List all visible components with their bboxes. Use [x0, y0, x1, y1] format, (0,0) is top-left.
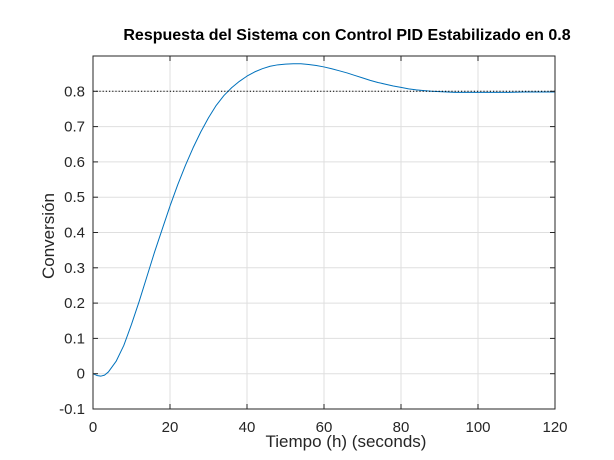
y-tick-label: 0.6 — [64, 154, 85, 171]
y-tick-label: -0.1 — [59, 401, 85, 418]
tick-marks — [92, 56, 556, 410]
y-tick-labels: -0.1 0 0.1 0.2 0.3 0.4 0.5 0.6 0.7 0.8 — [59, 83, 85, 418]
x-tick-label: 20 — [162, 419, 179, 436]
y-axis-label: Conversión — [39, 193, 58, 279]
x-tick-label: 60 — [316, 419, 333, 436]
y-tick-label: 0.5 — [64, 189, 85, 206]
x-tick-label: 100 — [465, 419, 490, 436]
y-tick-label: 0 — [77, 366, 85, 383]
y-tick-label: 0.2 — [64, 295, 85, 312]
y-tick-label: 0.3 — [64, 260, 85, 277]
series-layer — [92, 63, 555, 377]
y-tick-label: 0.8 — [64, 83, 85, 100]
y-tick-label: 0.7 — [64, 119, 85, 136]
response-line — [92, 63, 555, 377]
x-tick-label: 40 — [239, 419, 256, 436]
x-axis-label: Tiempo (h) (seconds) — [266, 432, 427, 451]
y-tick-label: 0.4 — [64, 225, 85, 242]
x-tick-label: 120 — [542, 419, 567, 436]
x-tick-label: 80 — [393, 419, 410, 436]
y-tick-label: 0.1 — [64, 330, 85, 347]
x-tick-label: 0 — [89, 419, 97, 436]
chart-title: Respuesta del Sistema con Control PID Es… — [123, 27, 570, 44]
x-tick-labels: 0 20 40 60 80 100 120 — [89, 419, 568, 436]
